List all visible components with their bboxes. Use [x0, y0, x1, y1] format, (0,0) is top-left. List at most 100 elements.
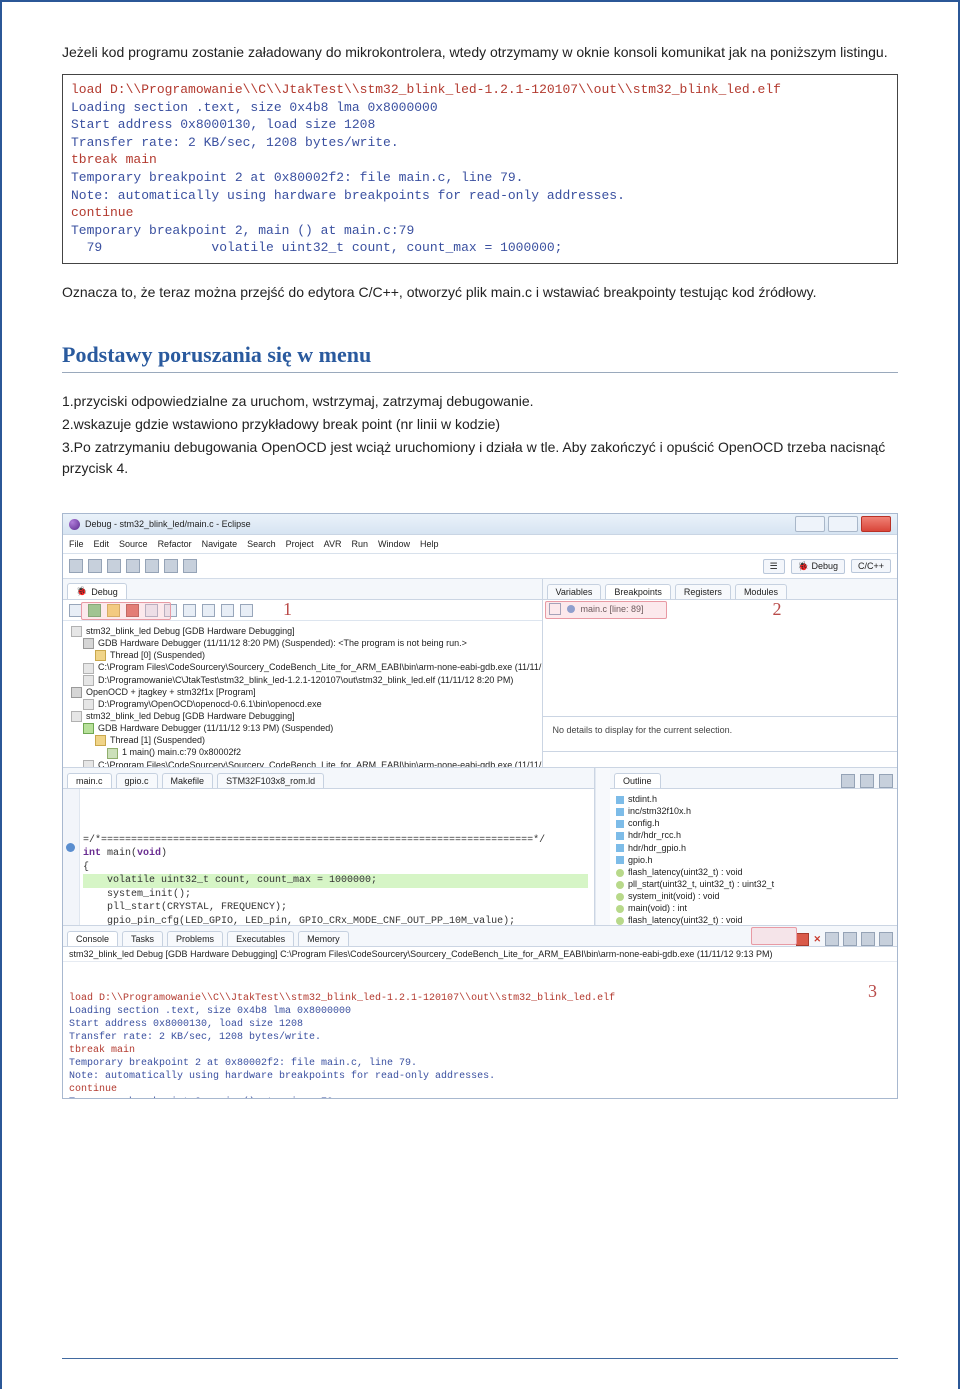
- debug-tree-item[interactable]: 1 main() main.c:79 0x80002f2: [71, 746, 536, 758]
- menu-item[interactable]: Project: [286, 539, 314, 549]
- outline-item[interactable]: inc/stm32f10x.h: [616, 805, 891, 817]
- breakpoint-row-label[interactable]: main.c [line: 89]: [581, 604, 644, 614]
- menu-item[interactable]: Help: [420, 539, 439, 549]
- outline-item[interactable]: flash_latency(uint32_t) : void: [616, 866, 891, 878]
- eclipse-icon: [69, 519, 80, 530]
- checkbox-icon[interactable]: [549, 603, 561, 615]
- perspective-cpp[interactable]: C/C++: [851, 559, 891, 573]
- editor-body[interactable]: =/*=====================================…: [63, 789, 594, 925]
- menu-item[interactable]: Run: [352, 539, 369, 549]
- terminate-button[interactable]: [126, 604, 139, 617]
- debug-tree-item[interactable]: C:\Program Files\CodeSourcery\Sourcery_C…: [71, 661, 536, 673]
- editor-tab[interactable]: gpio.c: [116, 773, 158, 788]
- menu-item[interactable]: File: [69, 539, 84, 549]
- debug-tab[interactable]: 🐞 Debug: [67, 583, 127, 599]
- console-toolbar-icon[interactable]: [861, 932, 875, 946]
- toolbar-icon[interactable]: [164, 559, 178, 573]
- editor-tab[interactable]: Makefile: [162, 773, 214, 788]
- titlebar[interactable]: Debug - stm32_blink_led/main.c - Eclipse: [63, 514, 897, 535]
- editor-tab[interactable]: main.c: [67, 773, 112, 788]
- debug-icon[interactable]: [240, 604, 253, 617]
- outline-item-icon: [616, 796, 624, 804]
- menu-item[interactable]: Search: [247, 539, 276, 549]
- debug-tree-item[interactable]: OpenOCD + jtagkey + stm32f1x [Program]: [71, 686, 536, 698]
- outline-item[interactable]: flash_latency(uint32_t) : void: [616, 914, 891, 925]
- menu-item[interactable]: Edit: [94, 539, 110, 549]
- step-into-button[interactable]: [164, 604, 177, 617]
- menu-item[interactable]: AVR: [324, 539, 342, 549]
- console-tab[interactable]: Tasks: [122, 931, 163, 946]
- vars-tab[interactable]: Modules: [735, 584, 787, 599]
- debug-icon[interactable]: [69, 604, 82, 617]
- list-item-3: 3.Po zatrzymaniu debugowania OpenOCD jes…: [62, 437, 898, 479]
- editor-tab[interactable]: STM32F103x8_rom.ld: [217, 773, 324, 788]
- debug-tree-item[interactable]: stm32_blink_led Debug [GDB Hardware Debu…: [71, 625, 536, 637]
- console-body[interactable]: load D:\\Programowanie\\C\\JtakTest\\stm…: [63, 962, 897, 1098]
- toolbar-icon[interactable]: [145, 559, 159, 573]
- outline-item[interactable]: main(void) : int: [616, 902, 891, 914]
- step-over-button[interactable]: [183, 604, 196, 617]
- vars-tab[interactable]: Variables: [547, 584, 602, 599]
- outline-item-label: hdr/hdr_gpio.h: [628, 843, 686, 853]
- menu-item[interactable]: Source: [119, 539, 148, 549]
- debug-tree-item[interactable]: GDB Hardware Debugger (11/11/12 9:13 PM)…: [71, 722, 536, 734]
- outline-item[interactable]: hdr/hdr_gpio.h: [616, 842, 891, 854]
- console-tab[interactable]: Console: [67, 931, 118, 946]
- debug-icon[interactable]: [221, 604, 234, 617]
- outline-item[interactable]: config.h: [616, 817, 891, 829]
- perspective-debug[interactable]: 🐞 Debug: [791, 559, 845, 574]
- outline-item[interactable]: system_init(void) : void: [616, 890, 891, 902]
- code-line: load D:\\Programowanie\\C\\JtakTest\\stm…: [71, 81, 889, 99]
- vars-tab[interactable]: Breakpoints: [605, 584, 671, 599]
- outline-body[interactable]: stdint.hinc/stm32f10x.hconfig.hhdr/hdr_r…: [610, 789, 897, 925]
- toolbar-icon[interactable]: [107, 559, 121, 573]
- toolbar-icon[interactable]: [69, 559, 83, 573]
- tree-item-icon: [71, 711, 82, 722]
- disconnect-button[interactable]: [145, 604, 158, 617]
- perspective-switcher-icon[interactable]: ☰: [763, 559, 785, 574]
- outline-item-label: system_init(void) : void: [628, 891, 720, 901]
- editor-gutter[interactable]: [63, 789, 80, 925]
- debug-tree[interactable]: stm32_blink_led Debug [GDB Hardware Debu…: [63, 621, 542, 767]
- close-button[interactable]: [861, 516, 891, 532]
- console-tab[interactable]: Problems: [167, 931, 223, 946]
- outline-item[interactable]: stdint.h: [616, 793, 891, 805]
- debug-tree-item[interactable]: Thread [0] (Suspended): [71, 649, 536, 661]
- console-toolbar-icon[interactable]: [825, 932, 839, 946]
- debug-tree-item[interactable]: Thread [1] (Suspended): [71, 734, 536, 746]
- outline-toolbar-icon[interactable]: [841, 774, 855, 788]
- debug-tree-item[interactable]: C:\Program Files\CodeSourcery\Sourcery_C…: [71, 759, 536, 767]
- page-frame: Jeżeli kod programu zostanie załadowany …: [0, 0, 960, 1389]
- console-terminate-button[interactable]: [796, 933, 809, 946]
- debug-tree-item[interactable]: stm32_blink_led Debug [GDB Hardware Debu…: [71, 710, 536, 722]
- resume-button[interactable]: [88, 604, 101, 617]
- suspend-button[interactable]: [107, 604, 120, 617]
- maximize-button[interactable]: [828, 516, 858, 532]
- console-toolbar-icon[interactable]: [879, 932, 893, 946]
- toolbar-icon[interactable]: [183, 559, 197, 573]
- paragraph-after-code: Oznacza to, że teraz można przejść do ed…: [62, 282, 898, 302]
- outline-item[interactable]: hdr/hdr_rcc.h: [616, 829, 891, 841]
- step-return-button[interactable]: [202, 604, 215, 617]
- outline-tab[interactable]: Outline: [614, 773, 661, 788]
- breakpoint-marker-icon[interactable]: [66, 843, 75, 852]
- console-tab[interactable]: Executables: [227, 931, 294, 946]
- outline-toolbar-icon[interactable]: [860, 774, 874, 788]
- outline-toolbar-icon[interactable]: [879, 774, 893, 788]
- menu-item[interactable]: Navigate: [202, 539, 238, 549]
- editor-overview-ruler[interactable]: [595, 768, 610, 925]
- outline-item[interactable]: gpio.h: [616, 854, 891, 866]
- minimize-button[interactable]: [795, 516, 825, 532]
- debug-tree-item[interactable]: D:\Programowanie\C\JtakTest\stm32_blink_…: [71, 674, 536, 686]
- toolbar-icon[interactable]: [88, 559, 102, 573]
- console-toolbar-icon[interactable]: [843, 932, 857, 946]
- console-remove-terminated-button[interactable]: ✕: [813, 934, 821, 945]
- debug-tree-item[interactable]: D:\Programy\OpenOCD\openocd-0.6.1\bin\op…: [71, 698, 536, 710]
- vars-tab[interactable]: Registers: [675, 584, 731, 599]
- debug-tree-item[interactable]: GDB Hardware Debugger (11/11/12 8:20 PM)…: [71, 637, 536, 649]
- menu-item[interactable]: Refactor: [158, 539, 192, 549]
- toolbar-icon[interactable]: [126, 559, 140, 573]
- outline-item[interactable]: pll_start(uint32_t, uint32_t) : uint32_t: [616, 878, 891, 890]
- menu-item[interactable]: Window: [378, 539, 410, 549]
- console-tab[interactable]: Memory: [298, 931, 349, 946]
